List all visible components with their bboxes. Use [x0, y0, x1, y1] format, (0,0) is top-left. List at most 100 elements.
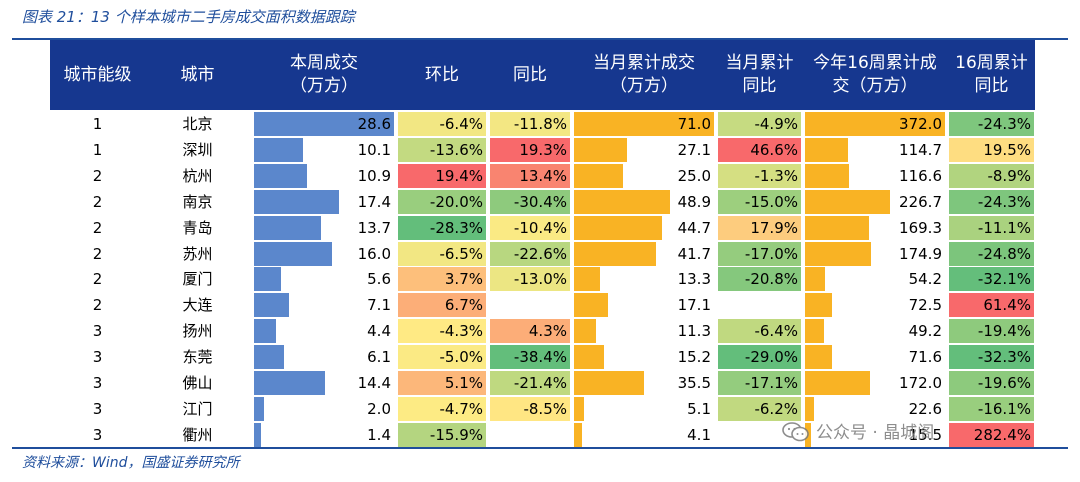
wow-value: -13.6% [429, 140, 483, 159]
tier-cell: 3 [92, 348, 103, 367]
table-row: 3 衢州 1.4 4.1 15.5 -15.9% 282.4% [50, 422, 1035, 448]
column-header-ytd-yoy: 16周累计 同比 [955, 53, 1028, 96]
tier-cell: 2 [92, 192, 103, 211]
ytd-yoy-value: -24.3% [977, 115, 1031, 133]
figure-title: 图表 21：13 个样本城市二手房成交面积数据跟踪 [22, 8, 355, 26]
month-value: 27.1 [677, 140, 711, 159]
month-yoy-heat [718, 319, 801, 344]
ytd-yoy-value: -32.3% [977, 348, 1031, 367]
month-yoy-value: -4.9% [754, 115, 798, 133]
source-note: 资料来源：Wind，国盛证券研究所 [22, 455, 240, 471]
ytd-value: 116.6 [899, 166, 942, 185]
wow-value: -15.9% [429, 425, 483, 444]
ytd-yoy-heat [949, 163, 1034, 188]
month-bar [574, 345, 604, 370]
month-bar [574, 396, 585, 421]
month-value: 4.1 [687, 425, 711, 444]
month-bar [574, 215, 663, 240]
yoy-heat [490, 215, 570, 240]
month-bar [574, 163, 624, 188]
month-yoy-value: 17.9% [750, 218, 798, 237]
city-cell: 深圳 [182, 140, 213, 159]
ytd-bar [805, 189, 891, 214]
month-yoy-heat [718, 241, 801, 266]
month-yoy-heat [718, 396, 801, 421]
yoy-heat [490, 163, 570, 188]
yoy-heat [490, 267, 570, 292]
ytd-yoy-value: -8.9% [987, 166, 1031, 185]
wow-value: -4.7% [439, 399, 483, 418]
week-bar [254, 319, 276, 344]
month-bar [574, 137, 628, 162]
column-header-month-yoy: 当月累计 同比 [725, 53, 794, 96]
wow-heat [398, 396, 486, 421]
wow-value: 3.7% [444, 270, 483, 289]
wow-heat [398, 422, 486, 447]
month-yoy-heat [718, 137, 801, 162]
tier-cell: 1 [92, 140, 103, 159]
week-value: 28.6 [357, 115, 391, 133]
ytd-yoy-heat [949, 396, 1034, 421]
month-yoy-value: -17.1% [744, 374, 798, 392]
ytd-yoy-value: 61.4% [983, 296, 1031, 315]
month-yoy-value: -17.0% [744, 244, 798, 263]
ytd-yoy-heat [949, 215, 1034, 240]
week-value: 7.1 [367, 296, 391, 315]
week-bar [254, 293, 289, 318]
wow-value: 19.4% [435, 166, 483, 185]
ytd-bar [805, 345, 832, 370]
month-bar [574, 241, 657, 266]
wow-heat [398, 241, 486, 266]
month-value: 15.2 [677, 348, 711, 367]
ytd-yoy-value: 282.4% [973, 425, 1031, 444]
month-bar [574, 112, 714, 136]
ytd-yoy-heat [949, 422, 1034, 447]
wow-value: -28.3% [429, 218, 483, 237]
wow-heat [398, 163, 486, 188]
wechat-icon [782, 422, 809, 442]
ytd-yoy-value: -24.3% [977, 192, 1031, 211]
month-bar [574, 371, 644, 395]
tier-cell: 2 [92, 270, 103, 289]
week-bar [254, 112, 394, 136]
ytd-yoy-heat [949, 267, 1034, 292]
wow-value: -6.5% [439, 244, 483, 263]
ytd-yoy-heat [949, 371, 1034, 395]
table-row: 3 东莞 6.1 15.2 71.6 -5.0% -38.4% -29.0% -32.3% [50, 344, 1035, 370]
ytd-value: 22.6 [908, 399, 942, 418]
city-cell: 青岛 [182, 218, 213, 237]
month-yoy-value: -20.8% [744, 270, 798, 289]
month-yoy-value: -1.3% [754, 166, 798, 185]
city-cell: 江门 [182, 399, 213, 418]
table-row: 3 佛山 14.4 35.5 172.0 5.1% -21.4% -17.1% -19.6% [50, 370, 1035, 396]
month-yoy-heat [718, 112, 801, 136]
month-yoy-heat [718, 215, 801, 240]
wow-heat [398, 319, 486, 344]
month-yoy-heat [718, 267, 801, 292]
ytd-bar [805, 112, 945, 136]
ytd-yoy-value: -11.1% [977, 218, 1031, 237]
watermark: 公众号 · 晶城阁 [782, 420, 934, 446]
ytd-yoy-heat [949, 319, 1034, 344]
yoy-heat [490, 371, 570, 395]
ytd-value: 226.7 [899, 192, 942, 211]
week-bar [254, 163, 308, 188]
table-row: 2 南京 17.4 48.9 226.7 -20.0% -30.4% -15.0% -24.3% [50, 189, 1035, 215]
tier-cell: 2 [92, 166, 103, 185]
ytd-yoy-value: -32.1% [977, 270, 1031, 289]
bottom-rule [12, 447, 1068, 449]
table-row: 2 厦门 5.6 13.3 54.2 3.7% -13.0% -20.8% -32.1% [50, 266, 1035, 292]
city-cell: 衢州 [182, 425, 213, 444]
yoy-heat [490, 189, 570, 214]
week-bar [254, 422, 261, 447]
month-value: 48.9 [677, 192, 711, 211]
yoy-value: -38.4% [513, 348, 567, 367]
yoy-value: -13.0% [513, 270, 567, 289]
table-row: 3 江门 2.0 5.1 22.6 -4.7% -8.5% -6.2% -16.1% [50, 396, 1035, 422]
ytd-yoy-heat [949, 189, 1034, 214]
city-cell: 佛山 [182, 374, 213, 392]
yoy-heat [490, 319, 570, 344]
week-value: 4.4 [367, 322, 391, 341]
watermark-text: 公众号 · 晶城阁 [816, 423, 935, 443]
week-value: 16.0 [357, 244, 391, 263]
